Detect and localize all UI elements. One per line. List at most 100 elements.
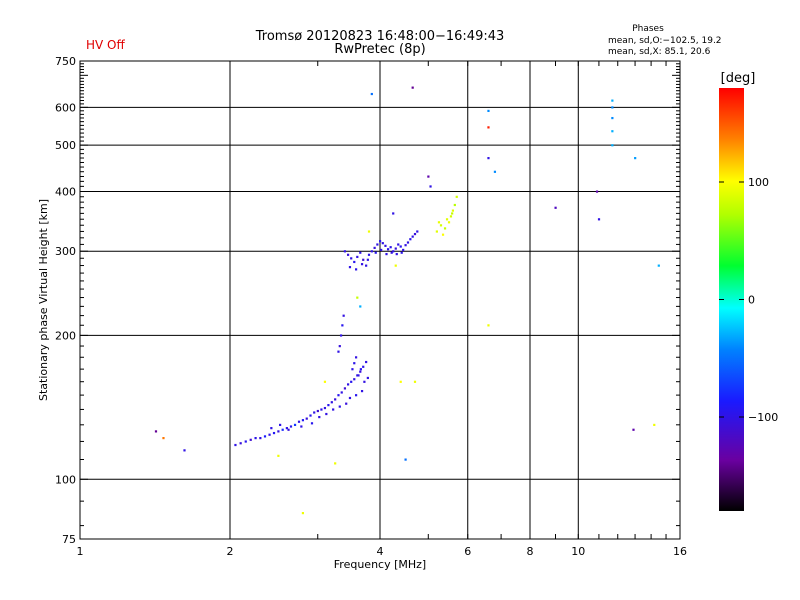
data-point xyxy=(487,126,490,129)
data-point xyxy=(254,436,257,440)
data-point xyxy=(380,248,383,252)
data-point xyxy=(338,405,341,408)
data-point xyxy=(263,435,267,438)
data-point xyxy=(374,251,377,254)
data-point xyxy=(385,253,388,256)
data-point xyxy=(353,362,356,365)
data-point xyxy=(427,175,430,178)
data-point xyxy=(234,443,237,447)
data-point xyxy=(323,380,327,383)
data-point xyxy=(487,157,490,160)
data-point xyxy=(370,92,373,96)
data-point xyxy=(239,442,242,445)
data-point xyxy=(354,394,358,397)
data-point xyxy=(365,360,368,364)
data-point xyxy=(323,406,327,410)
y-tick-label: 75 xyxy=(62,533,76,546)
data-point xyxy=(416,230,419,233)
data-point xyxy=(338,345,341,348)
data-point xyxy=(357,374,360,377)
data-point xyxy=(362,258,365,261)
data-point xyxy=(359,370,362,373)
y-tick-labels: 75 100 200 300 400 500 600 750 xyxy=(55,55,76,546)
data-point xyxy=(443,227,447,230)
data-point xyxy=(487,324,490,327)
y-tick-label: 200 xyxy=(55,329,76,342)
data-point xyxy=(277,454,280,457)
data-point xyxy=(400,251,403,254)
phases-o-line: mean, sd,O:−102.5, 19.2 xyxy=(608,36,722,46)
data-point xyxy=(297,420,301,423)
data-point xyxy=(356,255,359,259)
data-point xyxy=(399,380,402,383)
data-point xyxy=(366,258,369,261)
data-point xyxy=(293,423,297,427)
data-point xyxy=(359,305,362,308)
data-point xyxy=(611,116,614,120)
data-point xyxy=(437,221,441,224)
data-point xyxy=(439,224,443,227)
data-point xyxy=(154,430,158,433)
data-point xyxy=(392,212,395,215)
data-point xyxy=(411,235,414,238)
data-point xyxy=(353,378,356,381)
data-point xyxy=(310,422,314,425)
trace-x-trace xyxy=(435,195,458,236)
data-point xyxy=(339,334,343,337)
data-point xyxy=(611,106,614,109)
data-point xyxy=(402,248,405,252)
x-tick-label: 8 xyxy=(527,545,534,558)
data-point xyxy=(330,401,333,404)
data-point xyxy=(316,409,319,413)
data-point xyxy=(337,350,340,353)
data-point xyxy=(356,296,359,299)
data-point xyxy=(362,365,365,368)
data-point xyxy=(390,251,393,254)
colorbar-label: [deg] xyxy=(721,71,756,86)
data-point xyxy=(487,109,490,113)
data-point xyxy=(353,260,356,264)
data-point xyxy=(447,221,451,224)
trace-scattered xyxy=(154,86,660,515)
data-point xyxy=(597,218,601,221)
data-point xyxy=(455,195,458,198)
data-point xyxy=(345,402,348,405)
data-point xyxy=(301,419,305,422)
data-point xyxy=(392,250,395,253)
data-point xyxy=(318,415,321,419)
data-point xyxy=(356,374,359,377)
data-point xyxy=(376,243,379,246)
data-point xyxy=(365,264,368,267)
y-axis-label: Stationary phase Virtual Height [km] xyxy=(37,199,50,401)
data-point xyxy=(279,423,282,427)
data-point xyxy=(341,324,344,327)
data-point xyxy=(386,248,390,251)
data-point xyxy=(554,206,557,209)
data-point xyxy=(451,212,454,215)
data-point xyxy=(384,244,387,247)
trace-e-trace xyxy=(234,314,369,447)
data-point xyxy=(363,380,366,383)
x-tick-label: 16 xyxy=(673,545,687,558)
data-point xyxy=(346,383,350,386)
data-point xyxy=(453,203,456,207)
data-point xyxy=(360,263,364,266)
chart-subtitle: RwPretec (8p) xyxy=(334,42,425,57)
data-point xyxy=(350,380,353,383)
data-point xyxy=(268,433,271,436)
data-point xyxy=(259,436,262,440)
data-point xyxy=(272,431,276,435)
data-point xyxy=(281,428,284,431)
data-point xyxy=(379,240,382,243)
y-tick-label: 300 xyxy=(55,245,76,258)
data-point xyxy=(348,396,352,400)
x-tick-labels: 1 2 4 6 8 10 16 xyxy=(77,545,688,558)
colorbar-tick-label: 100 xyxy=(748,176,769,189)
data-point xyxy=(244,440,247,443)
data-point xyxy=(337,394,340,397)
data-point xyxy=(348,266,352,269)
data-point xyxy=(611,144,614,147)
data-point xyxy=(413,380,417,383)
data-point xyxy=(354,268,358,271)
